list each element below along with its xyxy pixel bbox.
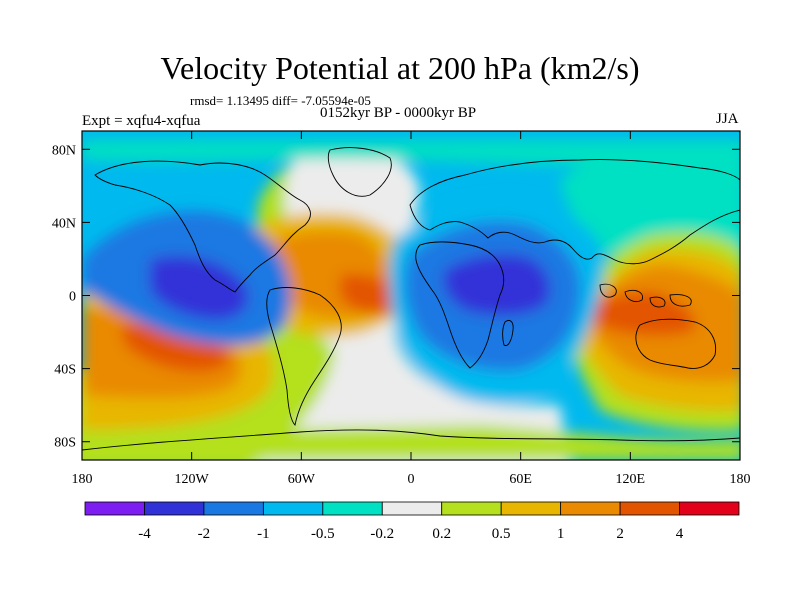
period-label: 0152kyr BP - 0000kyr BP [320, 105, 477, 121]
colorbar-swatch [560, 501, 621, 516]
lat-tick-label: 0 [69, 290, 76, 305]
colorbar-swatch [500, 501, 562, 516]
colorbar-label: 2 [616, 526, 624, 542]
colorbar-label: -0.5 [311, 526, 335, 542]
lon-tick-label: 60E [509, 472, 532, 487]
axis-ticks: 180 120W 60W 0 60E 120E 180 80N 40N 0 40S 80S [52, 131, 751, 487]
colorbar-label: 4 [676, 526, 684, 542]
colorbar-swatch [322, 501, 383, 516]
colorbar-swatch [84, 501, 145, 516]
colorbar-swatch [381, 501, 443, 516]
colorbar-label: 1 [557, 526, 565, 542]
maritime-continent-coast [599, 283, 692, 308]
colorbar-swatch [619, 501, 680, 516]
colorbar-label: 0.5 [492, 526, 511, 542]
eurasia-coast [409, 159, 740, 265]
colorbar-swatch [144, 501, 205, 516]
colorbar-label: 0.2 [432, 526, 451, 542]
colorbar-swatch [679, 501, 740, 516]
africa-coast [415, 241, 505, 369]
lat-tick-label: 40N [52, 216, 76, 231]
experiment-label: Expt = xqfu4-xqfua [82, 113, 201, 129]
lon-tick-label: 60W [288, 472, 316, 487]
velocity-potential-field [82, 131, 740, 460]
australia-coast [635, 318, 717, 369]
lat-tick-label: 80N [52, 143, 76, 158]
colorbar-swatch [262, 501, 324, 516]
colorbar-label: -1 [257, 526, 270, 542]
lon-tick-label: 0 [408, 472, 415, 487]
page-title: Velocity Potential at 200 hPa (km2/s) [160, 50, 640, 86]
stats-text: rmsd= 1.13495 diff= -7.05594e-05 [190, 93, 371, 108]
south-america-coast [266, 287, 342, 426]
colorbar-label: -4 [138, 526, 151, 542]
colorbar-label: -2 [198, 526, 211, 542]
lat-tick-label: 80S [54, 436, 76, 451]
colorbar-swatch [203, 501, 264, 516]
north-america-coast [94, 160, 311, 293]
lon-tick-label: 120E [616, 472, 646, 487]
colorbar: -4 -2 -1 -0.5 -0.2 0.2 0.5 1 2 4 [84, 501, 740, 542]
lon-tick-label: 120W [175, 472, 210, 487]
colorbar-label: -0.2 [370, 526, 394, 542]
colorbar-swatch [441, 501, 502, 516]
coastlines [82, 147, 740, 451]
lon-tick-label: 180 [730, 472, 751, 487]
season-label: JJA [716, 111, 739, 127]
lat-tick-label: 40S [54, 363, 76, 378]
madagascar-coast [502, 319, 514, 347]
greenland-coast [327, 147, 392, 197]
antarctica-coast [82, 429, 740, 451]
lon-tick-label: 180 [72, 472, 93, 487]
